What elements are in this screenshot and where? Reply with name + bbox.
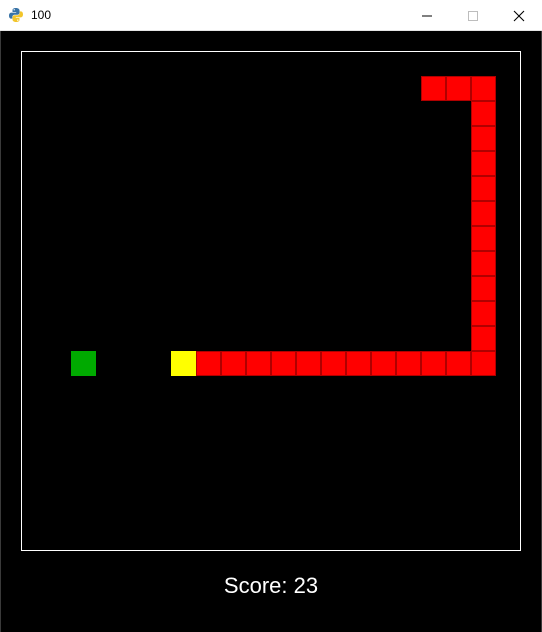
- snake-body-segment: [471, 276, 496, 301]
- snake-body-segment: [471, 176, 496, 201]
- snake-body-segment: [446, 351, 471, 376]
- snake-body-segment: [471, 226, 496, 251]
- snake-body-segment: [196, 351, 221, 376]
- python-icon: [9, 8, 23, 22]
- snake-body-segment: [446, 76, 471, 101]
- snake-body-segment: [421, 76, 446, 101]
- snake-body-segment: [421, 351, 446, 376]
- close-button[interactable]: [496, 0, 542, 31]
- snake-body-segment: [246, 351, 271, 376]
- snake-body-segment: [221, 351, 246, 376]
- snake-body-segment: [346, 351, 371, 376]
- title-bar[interactable]: 100: [0, 0, 542, 31]
- snake-body-segment: [321, 351, 346, 376]
- maximize-icon: [468, 10, 478, 21]
- snake-body-segment: [471, 301, 496, 326]
- snake-body-segment: [471, 201, 496, 226]
- window-title: 100: [31, 8, 52, 22]
- snake-body-segment: [471, 351, 496, 376]
- snake-body-segment: [471, 101, 496, 126]
- snake-body-segment: [471, 126, 496, 151]
- snake-body-segment: [471, 151, 496, 176]
- minimize-icon: [422, 15, 432, 16]
- snake-body-segment: [371, 351, 396, 376]
- score-label: Score: 23: [223, 573, 319, 598]
- snake-body-segment: [396, 351, 421, 376]
- snake-body-segment: [271, 351, 296, 376]
- close-icon: [513, 10, 525, 21]
- minimize-button[interactable]: [404, 0, 450, 31]
- snake-body-segment: [471, 251, 496, 276]
- game-board[interactable]: [21, 51, 521, 551]
- snake-body-segment: [296, 351, 321, 376]
- snake-head: [171, 351, 196, 376]
- snake-body-segment: [471, 76, 496, 101]
- maximize-button[interactable]: [450, 0, 496, 31]
- food-item: [71, 351, 96, 376]
- snake-body-segment: [471, 326, 496, 351]
